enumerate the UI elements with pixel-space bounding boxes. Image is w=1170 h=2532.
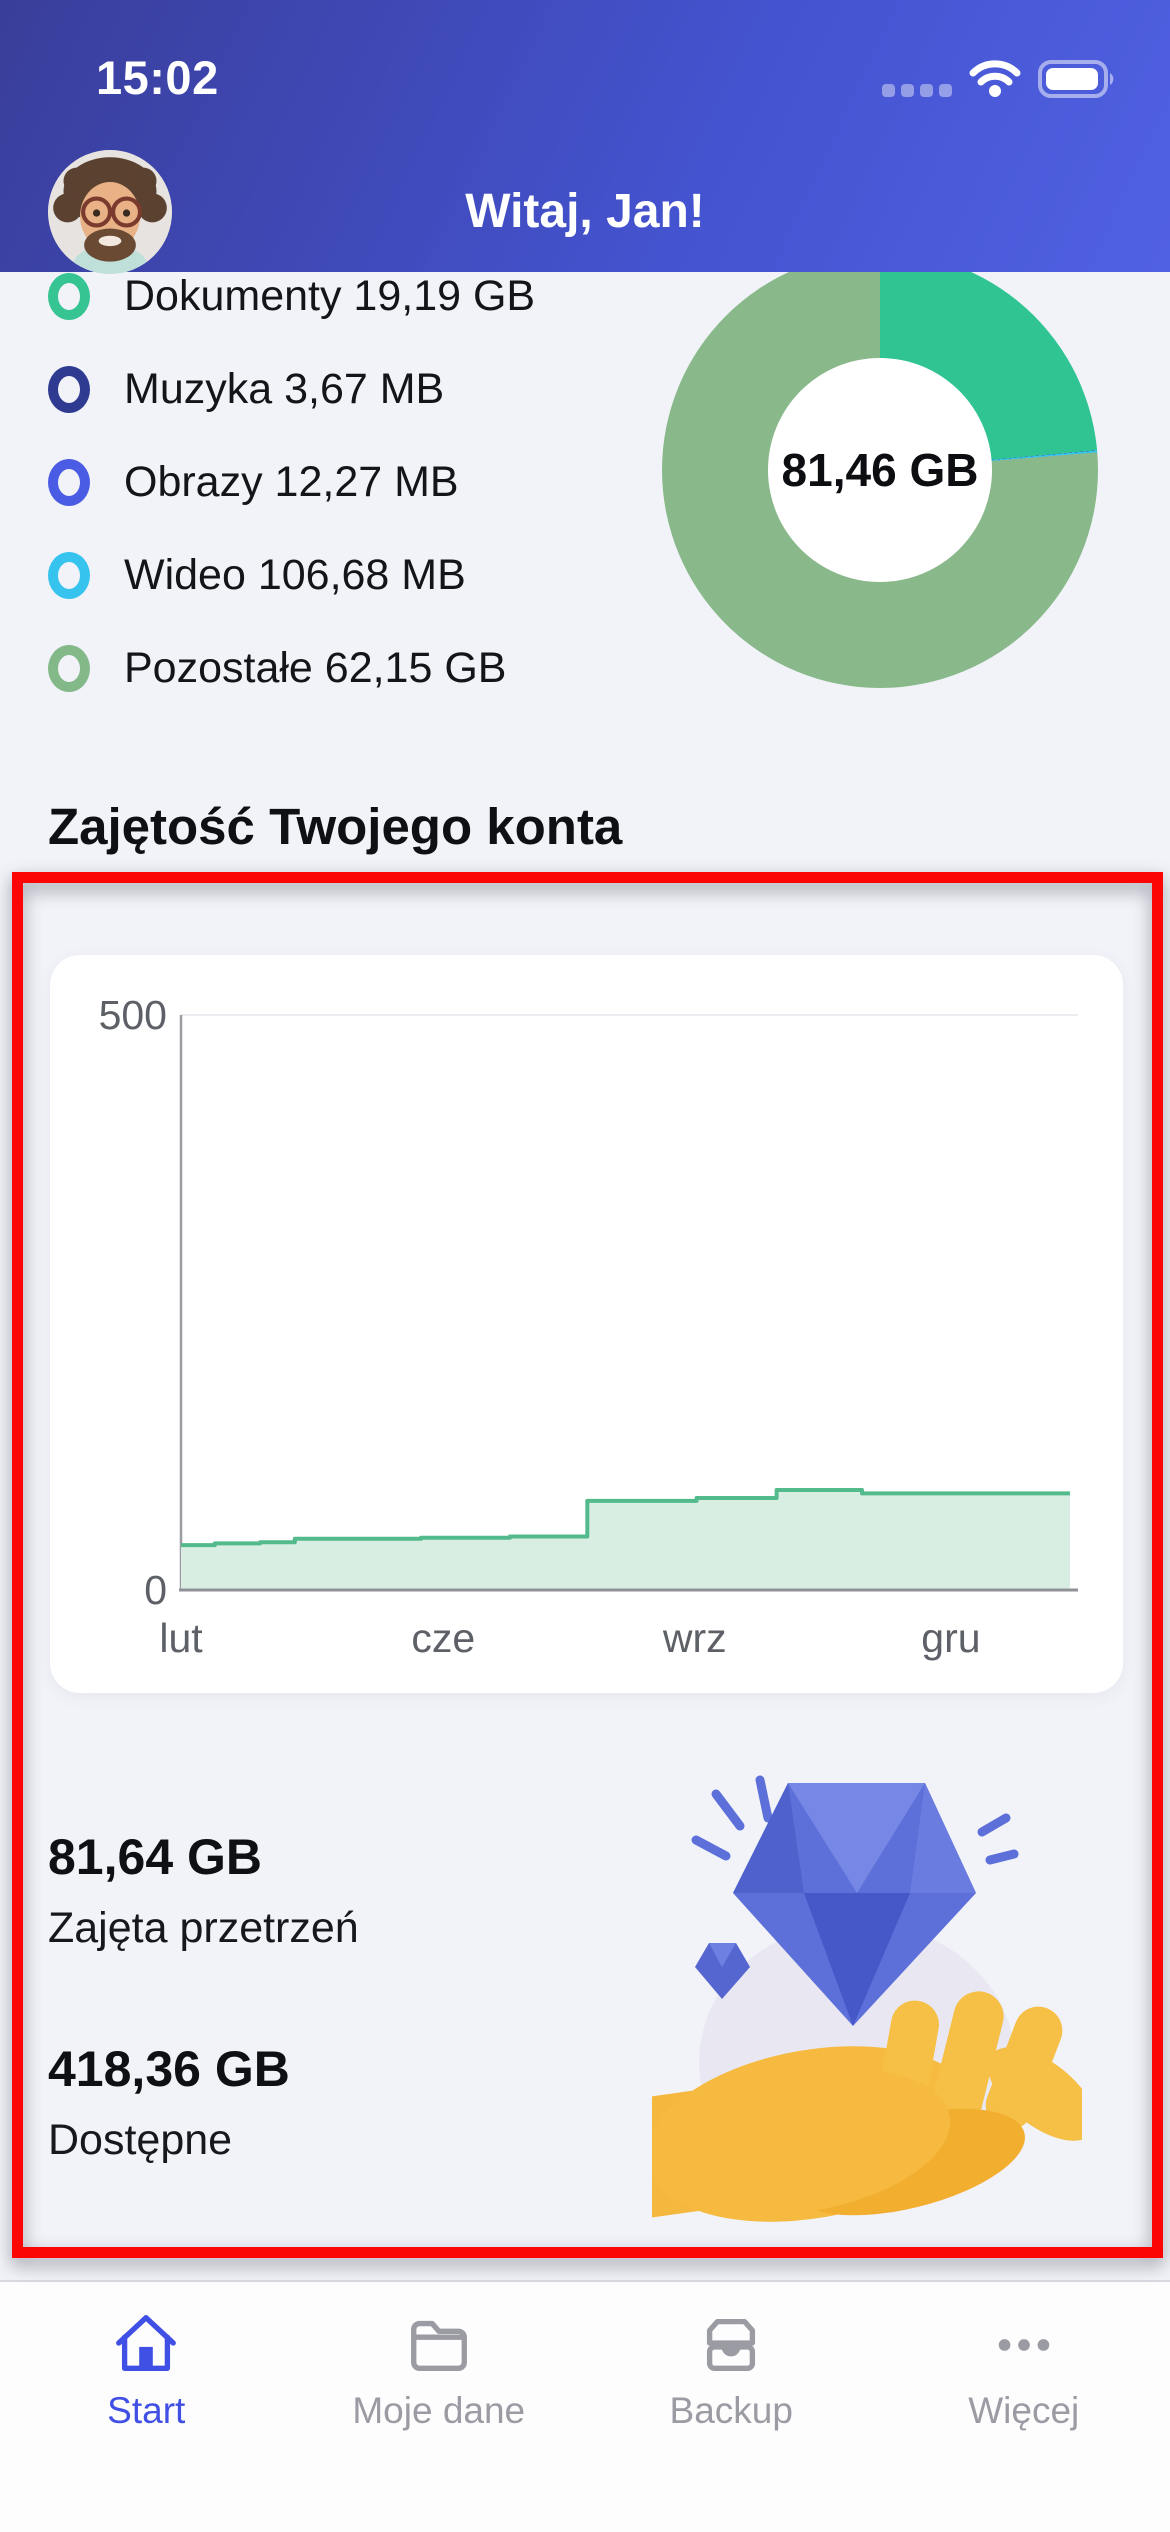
svg-text:500: 500 xyxy=(99,992,167,1038)
available-storage-label: Dostępne xyxy=(48,2116,233,2164)
tab-label: Start xyxy=(107,2390,186,2431)
svg-text:gru: gru xyxy=(921,1615,980,1661)
tab-więcej[interactable]: Więcej xyxy=(878,2282,1170,2532)
ellipsis-icon xyxy=(989,2308,1059,2378)
tab-bar: Start Moje dane Backup Więcej xyxy=(0,2280,1170,2532)
svg-text:wrz: wrz xyxy=(662,1615,727,1661)
legend-swatch-icon xyxy=(48,458,90,506)
sparkle-icon xyxy=(691,1775,1019,1865)
page-title: Witaj, Jan! xyxy=(465,185,705,238)
legend-item: Obrazy 12,27 MB xyxy=(48,457,535,506)
legend-swatch-icon xyxy=(48,365,90,413)
legend-label: Pozostałe 62,15 GB xyxy=(124,643,507,692)
tab-label: Więcej xyxy=(968,2390,1080,2431)
legend-item: Pozostałe 62,15 GB xyxy=(48,643,535,692)
section-title: Zajętość Twojego konta xyxy=(48,798,623,855)
legend-label: Dokumenty 19,19 GB xyxy=(124,271,536,320)
wifi-icon xyxy=(968,56,1022,103)
used-storage-label: Zajęta przetrzeń xyxy=(48,1904,359,1952)
donut-hole: 81,46 GB xyxy=(768,358,992,582)
status-icons xyxy=(882,56,1118,103)
available-storage-value: 418,36 GB xyxy=(48,2041,290,2097)
used-storage-value: 81,64 GB xyxy=(48,1829,263,1885)
home-icon xyxy=(111,2308,181,2378)
archive-icon xyxy=(696,2308,766,2378)
avatar[interactable] xyxy=(48,150,172,274)
legend-item: Dokumenty 19,19 GB xyxy=(48,271,536,320)
legend-label: Obrazy 12,27 MB xyxy=(124,457,459,506)
diamond-icon xyxy=(733,1783,976,2026)
header: 15:02 xyxy=(0,0,1170,274)
svg-text:0: 0 xyxy=(144,1567,167,1613)
folder-icon xyxy=(404,2308,474,2378)
svg-text:lut: lut xyxy=(159,1615,203,1661)
cellular-dots-icon xyxy=(882,84,952,97)
status-time: 15:02 xyxy=(96,51,219,104)
tab-label: Backup xyxy=(669,2390,793,2431)
tab-label: Moje dane xyxy=(352,2390,526,2431)
legend-swatch-icon xyxy=(48,644,90,692)
legend-swatch-icon xyxy=(48,551,90,599)
svg-text:cze: cze xyxy=(411,1615,475,1661)
diamond-in-hand-illustration xyxy=(589,1742,1097,2222)
legend-swatch-icon xyxy=(48,272,90,320)
tab-backup[interactable]: Backup xyxy=(585,2282,878,2532)
donut-center-label: 81,46 GB xyxy=(781,444,979,496)
battery-icon xyxy=(1038,60,1118,103)
legend-label: Muzyka 3,67 MB xyxy=(124,364,445,413)
legend-item: Muzyka 3,67 MB xyxy=(48,364,535,413)
legend-label: Wideo 106,68 MB xyxy=(124,550,466,599)
tab-start[interactable]: Start xyxy=(0,2282,293,2532)
tab-moje-dane[interactable]: Moje dane xyxy=(293,2282,586,2532)
small-diamond-icon xyxy=(695,1943,750,1999)
storage-legend: Dokumenty 19,19 GB Muzyka 3,67 MB Obrazy 1… xyxy=(48,271,536,692)
legend-item: Wideo 106,68 MB xyxy=(48,550,535,599)
usage-chart-card: 500 0 lut cze wrz gru xyxy=(50,955,1123,1693)
donut-chart: 81,46 GB xyxy=(662,252,1098,688)
